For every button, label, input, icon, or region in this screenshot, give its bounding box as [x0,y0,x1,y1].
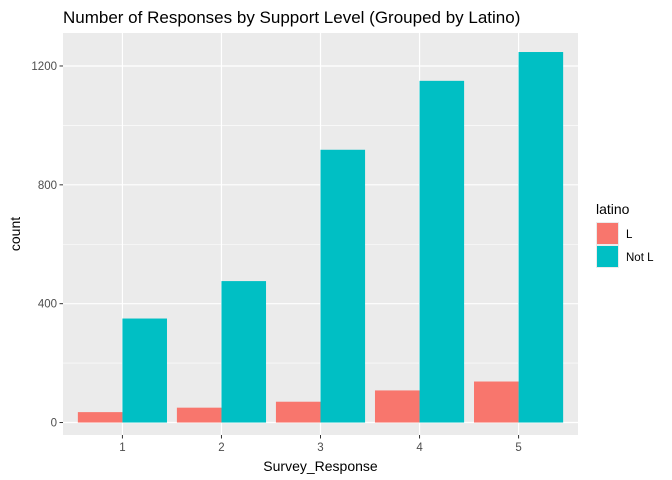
legend-label: Not L [626,252,654,264]
y-axis-ticks: 0 400 800 1200 [31,61,63,430]
legend-title: latino [596,201,630,217]
bar [122,318,167,423]
bar [275,401,321,423]
legend-key [597,223,618,244]
bar [374,390,420,423]
x-axis-ticks: 1 2 3 4 5 [119,435,522,454]
legend: latino L Not L [596,201,654,268]
x-tick-label: 4 [416,442,423,454]
legend-key [597,246,618,267]
chart-title: Number of Responses by Support Level (Gr… [63,8,520,27]
bar [320,149,366,423]
x-tick-label: 3 [317,442,323,454]
y-tick-label: 400 [38,299,57,311]
bar [77,412,123,423]
x-axis-title: Survey_Response [263,458,378,474]
x-tick-label: 2 [218,442,224,454]
bar [518,52,564,423]
legend-label: L [626,229,633,241]
y-tick-label: 1200 [31,61,57,73]
y-tick-label: 0 [51,418,57,430]
x-tick-label: 1 [119,442,125,454]
y-tick-label: 800 [38,180,57,192]
y-axis-title: count [7,217,23,251]
x-tick-label: 5 [515,442,521,454]
bar [221,281,267,423]
bar [474,381,519,423]
bars [77,52,564,423]
bar [176,407,222,423]
bar [419,80,465,423]
